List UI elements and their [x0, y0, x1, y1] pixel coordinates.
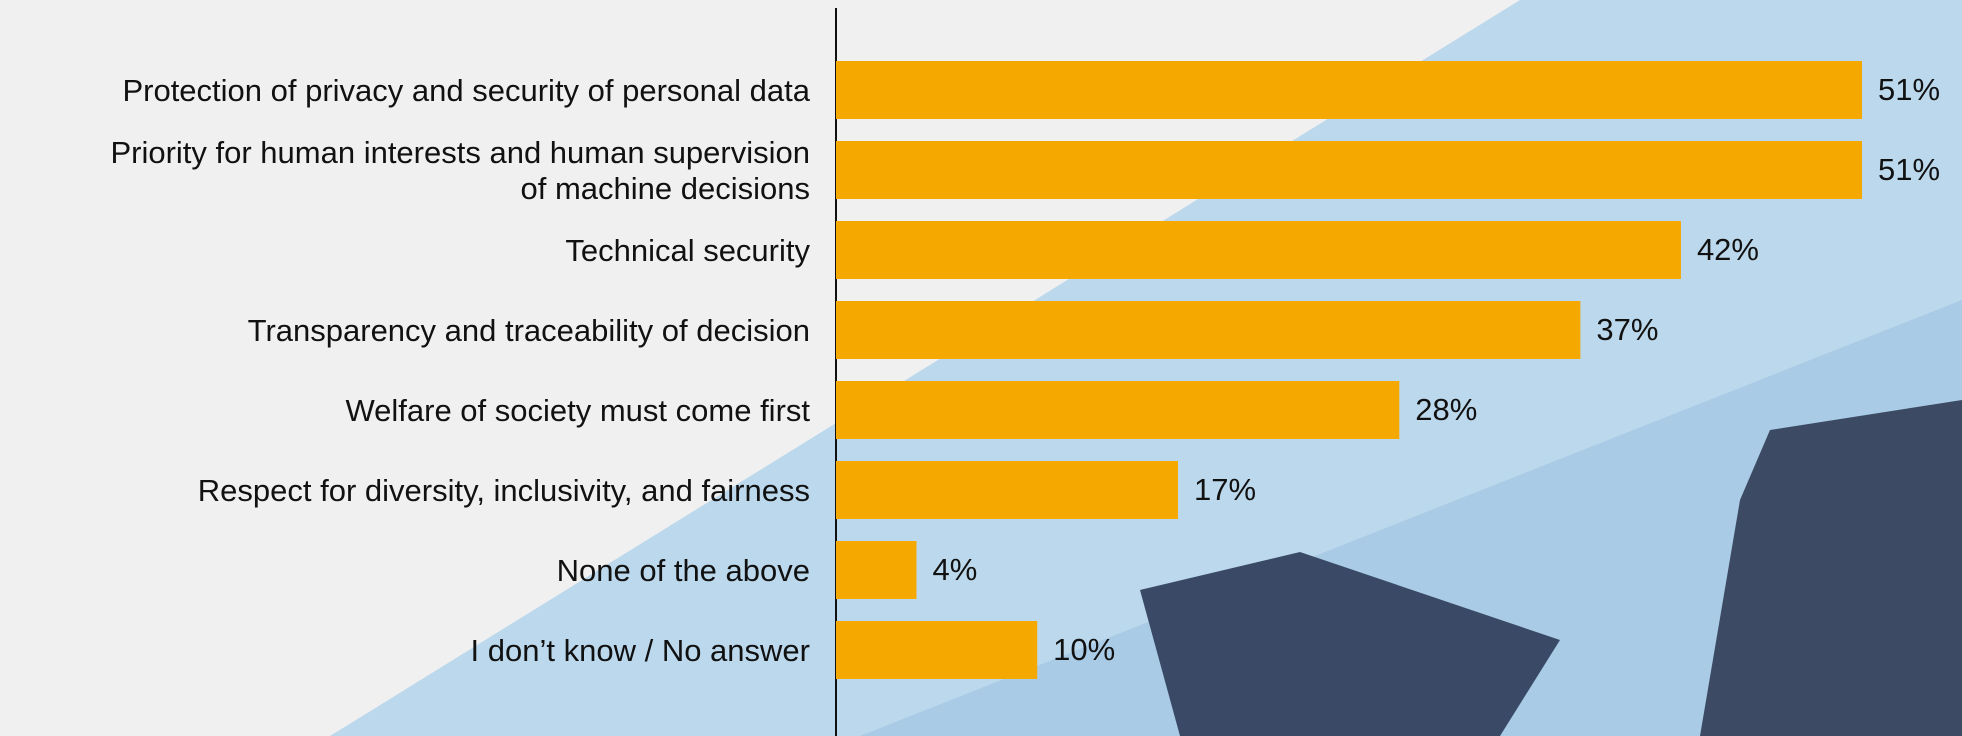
- category-label: None of the above: [556, 553, 810, 588]
- value-label: 51%: [1878, 72, 1940, 107]
- value-label: 10%: [1053, 632, 1115, 667]
- category-label: Priority for human interests and human s…: [110, 135, 810, 206]
- bar: [836, 221, 1681, 279]
- background-shape: [1140, 552, 1560, 736]
- value-label: 42%: [1697, 232, 1759, 267]
- category-label: Technical security: [565, 233, 810, 268]
- value-label: 4%: [932, 552, 977, 587]
- category-label: Respect for diversity, inclusivity, and …: [197, 473, 810, 508]
- bar: [836, 301, 1581, 359]
- value-label: 51%: [1878, 152, 1940, 187]
- bar: [836, 61, 1862, 119]
- bar: [836, 381, 1400, 439]
- category-label: Transparency and traceability of decisio…: [247, 313, 810, 348]
- bar: [836, 461, 1178, 519]
- value-label: 28%: [1415, 392, 1477, 427]
- value-label: 17%: [1194, 472, 1256, 507]
- bar: [836, 541, 917, 599]
- bar: [836, 141, 1862, 199]
- background-shape: [860, 300, 1962, 736]
- category-label: I don’t know / No answer: [470, 633, 810, 668]
- category-label: Welfare of society must come first: [345, 393, 810, 428]
- category-label: Protection of privacy and security of pe…: [122, 73, 810, 108]
- background-shape: [1700, 400, 1962, 736]
- value-label: 37%: [1596, 312, 1658, 347]
- bar: [836, 621, 1038, 679]
